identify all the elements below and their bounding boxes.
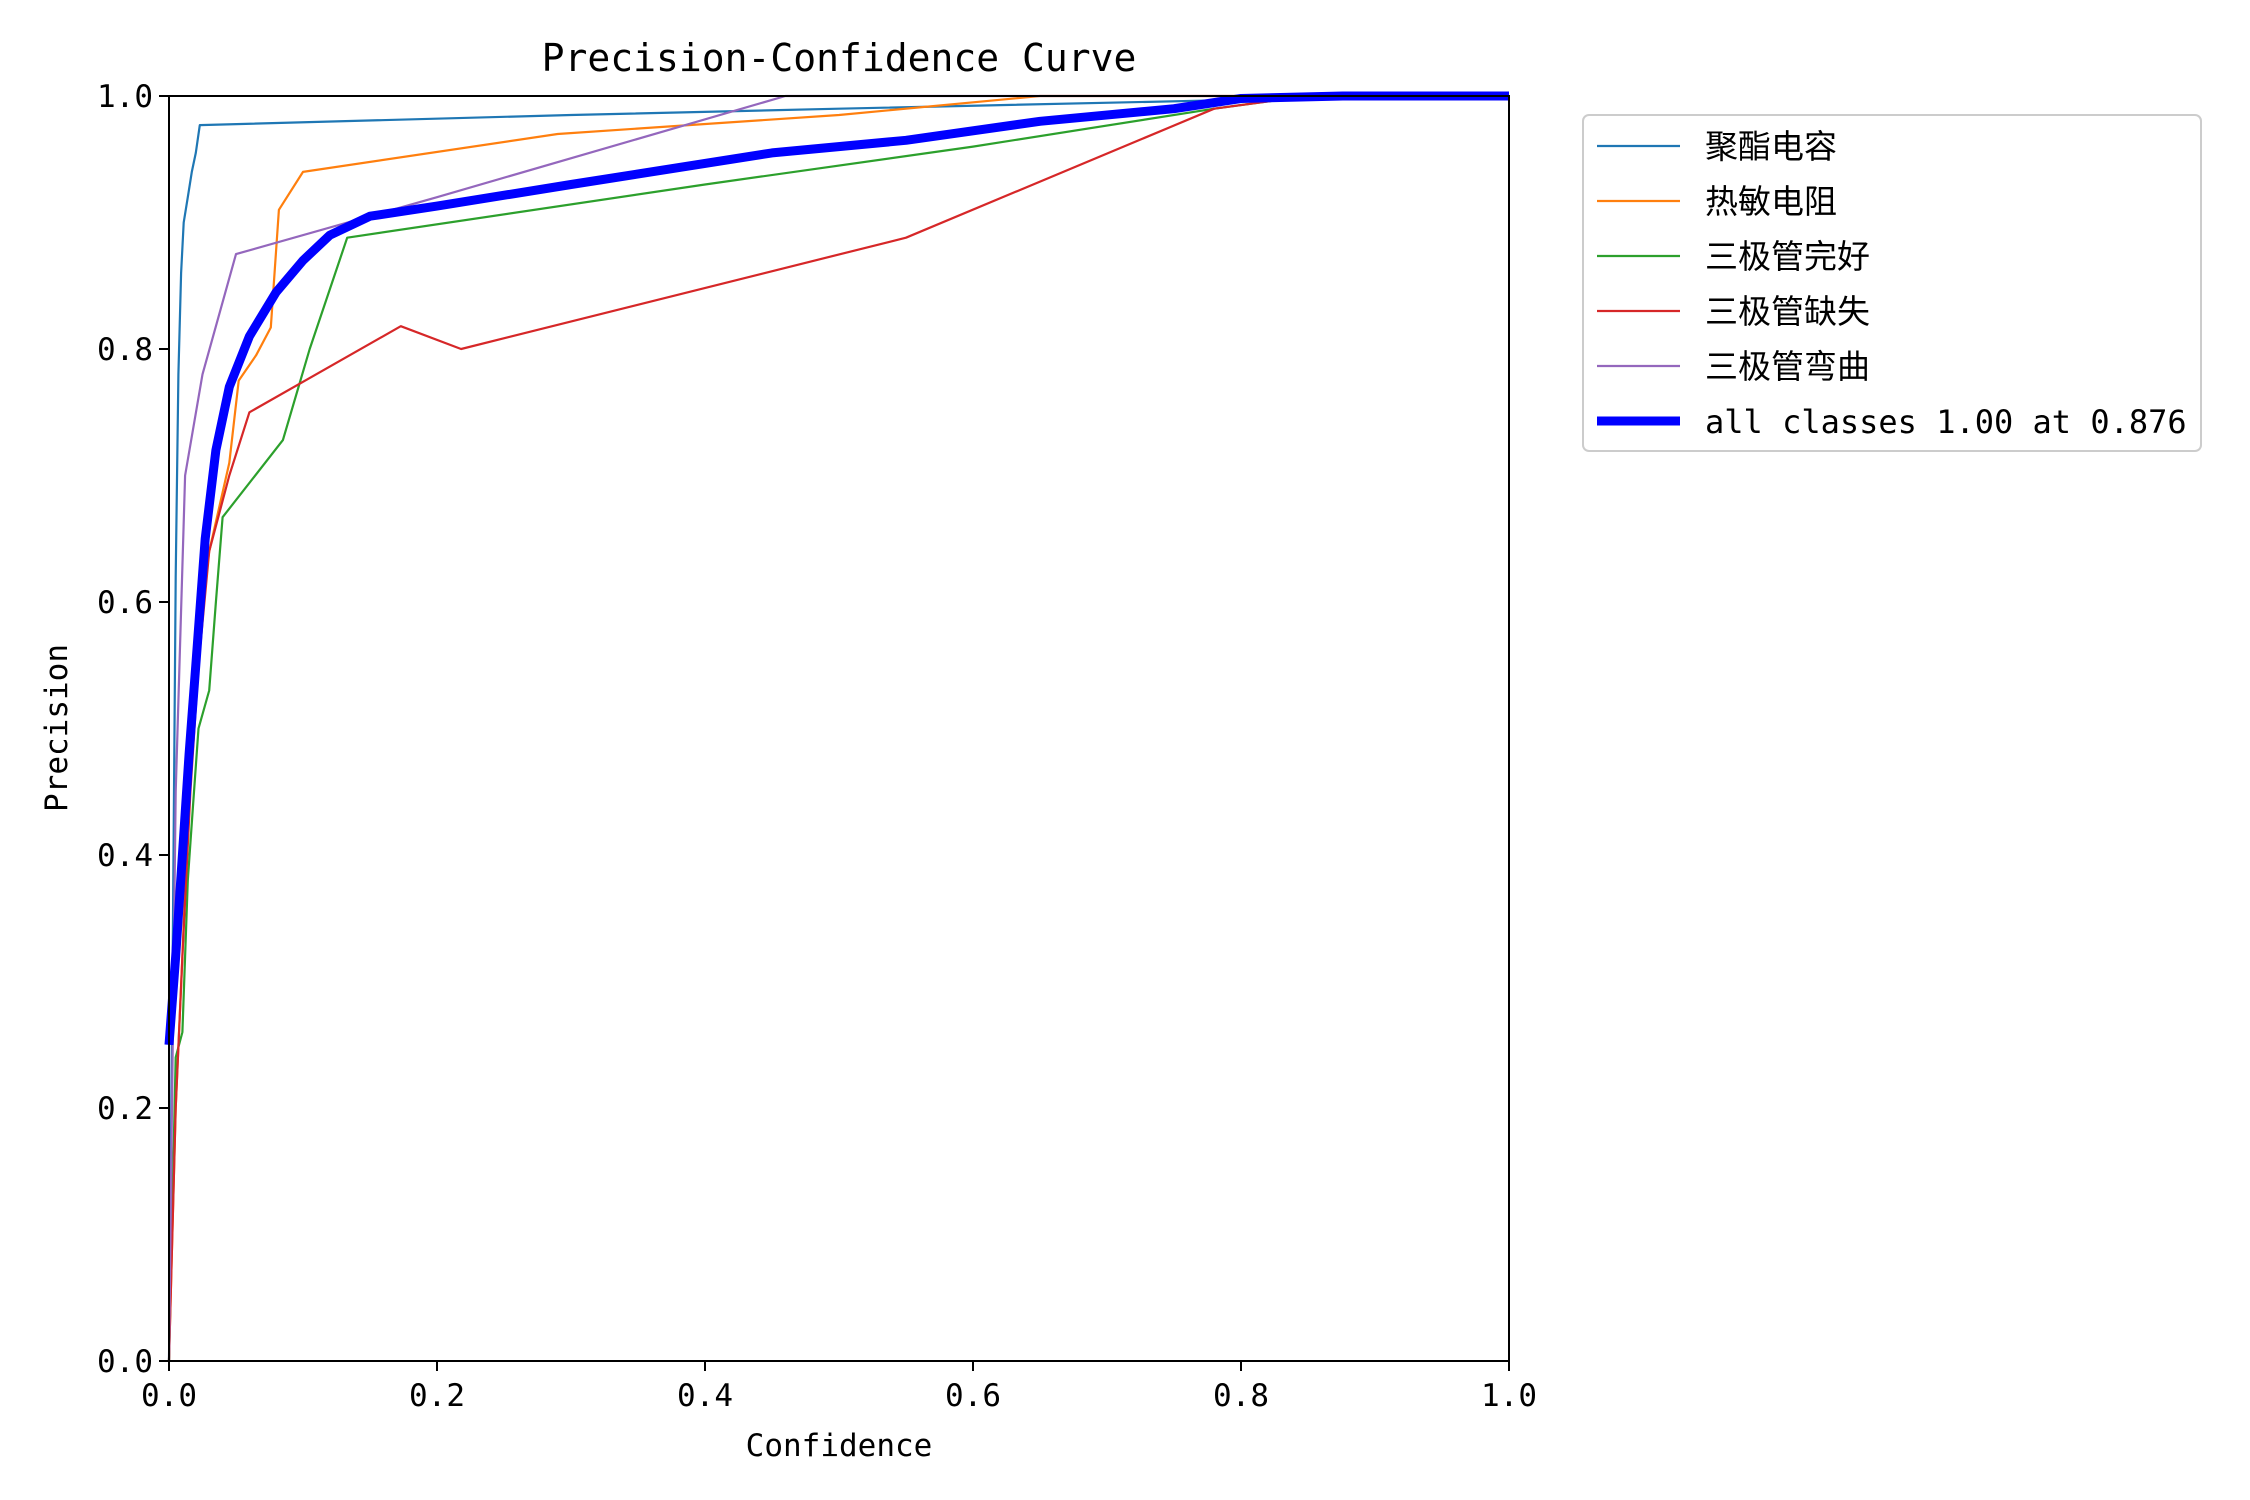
x-tick-label: 0.4	[677, 1378, 733, 1414]
legend-label: 热敏电阻	[1705, 182, 1837, 221]
legend-item-class-4: 三极管缺失	[1597, 292, 1870, 331]
legend-label: 三极管弯曲	[1705, 347, 1870, 386]
legend-label: 三极管缺失	[1705, 292, 1870, 331]
y-axis-ticks: 0.0 0.2 0.4 0.6 0.8 1.0	[97, 79, 169, 1380]
legend-label: 聚酯电容	[1705, 127, 1837, 166]
x-tick-label: 0.8	[1213, 1378, 1269, 1414]
y-tick-label: 1.0	[97, 79, 153, 115]
series-line-class-3	[167, 94, 1509, 1362]
legend-item-class-3: 三极管完好	[1597, 237, 1870, 276]
x-axis-ticks: 0.0 0.2 0.4 0.6 0.8 1.0	[141, 1361, 1537, 1414]
x-tick-label: 0.6	[945, 1378, 1001, 1414]
y-tick-label: 0.0	[97, 1344, 153, 1380]
y-tick-label: 0.6	[97, 585, 153, 621]
legend-item-class-1: 聚酯电容	[1597, 127, 1837, 166]
y-tick-label: 0.8	[97, 332, 153, 368]
legend-label: 三极管完好	[1705, 237, 1870, 276]
y-tick-label: 0.2	[97, 1091, 153, 1127]
series-line-class-1	[167, 97, 1510, 1362]
legend-label: all classes 1.00 at 0.876	[1705, 403, 2187, 441]
y-tick-label: 0.4	[97, 838, 153, 874]
x-tick-label: 1.0	[1481, 1378, 1537, 1414]
plot-lines	[164, 91, 1510, 1362]
series-line-all-classes-1-00-at-0-876	[164, 91, 1509, 1046]
series-line-class-5	[167, 94, 1509, 1362]
legend-box	[1582, 114, 2202, 452]
x-tick-label: 0.0	[141, 1378, 197, 1414]
x-axis-label: Confidence	[746, 1428, 933, 1464]
legend-item-class-2: 热敏电阻	[1597, 182, 1837, 221]
chart-title: Precision-Confidence Curve	[542, 36, 1137, 80]
legend-item-class-5: 三极管弯曲	[1597, 347, 1870, 386]
legend-item-all-classes-1-00-at-0-876: all classes 1.00 at 0.876	[1597, 403, 2187, 441]
y-axis-label: Precision	[39, 644, 75, 812]
x-tick-label: 0.2	[409, 1378, 465, 1414]
series-line-class-4	[167, 94, 1509, 1362]
plot-frame	[168, 95, 1510, 1362]
